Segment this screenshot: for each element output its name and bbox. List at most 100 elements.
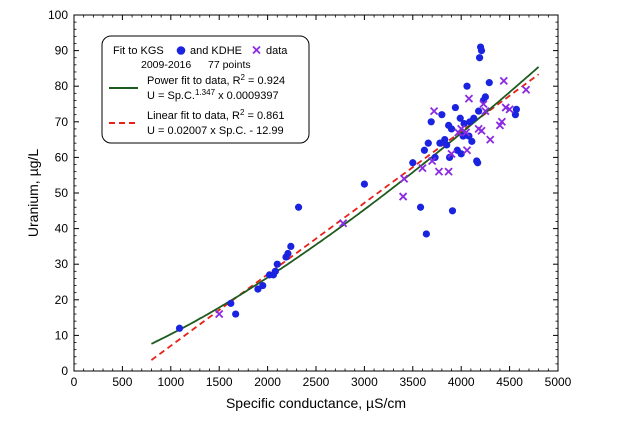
kgs-point — [427, 118, 435, 126]
legend-linear-title: Linear fit to data, R2 = 0.861 — [147, 108, 284, 122]
kgs-point — [271, 267, 279, 275]
legend-power-equation: U = Sp.C.1.347 x 0.0009397 — [147, 88, 279, 102]
legend: Fit to KGS and KDHE data 2009-2016 77 po… — [101, 35, 310, 144]
kgs-point — [420, 146, 429, 154]
x-tick-label: 500 — [112, 375, 132, 389]
y-tick-label: 90 — [55, 44, 69, 58]
kdhe-point — [399, 174, 409, 183]
power-fit-line — [151, 66, 540, 345]
kgs-point — [273, 260, 281, 268]
kgs-point — [443, 141, 451, 149]
kgs-point — [284, 249, 292, 258]
kgs-point — [294, 203, 303, 211]
legend-line1-c: data — [266, 45, 288, 57]
x-tick-label: 3000 — [351, 375, 378, 389]
kdhe-point — [434, 167, 444, 176]
kdhe-point — [428, 156, 437, 166]
kgs-point — [474, 159, 482, 167]
kdhe-point — [418, 163, 427, 173]
kdhe-point — [497, 117, 506, 126]
kgs-point — [485, 79, 493, 87]
y-tick-label: 40 — [55, 222, 69, 236]
y-tick-label: 70 — [55, 115, 69, 129]
kgs-point — [470, 114, 478, 122]
kgs-point — [232, 310, 240, 318]
y-tick-label: 60 — [55, 150, 69, 164]
kgs-point — [422, 230, 430, 238]
kdhe-point — [464, 94, 474, 103]
kgs-point — [259, 281, 267, 290]
axis-ticks: 0 500 1000 1500 2000 2500 3000 3500 4000 4500 5000… — [48, 8, 572, 389]
x-axis-title: Specific conductance, µS/cm — [226, 395, 406, 411]
y-tick-label: 50 — [55, 186, 69, 200]
kdhe-point — [444, 167, 453, 176]
x-tick-label: 0 — [71, 375, 78, 389]
kgs-point — [460, 119, 468, 128]
kdhe-point — [479, 99, 488, 109]
y-axis-title: Uranium, µg/L — [25, 149, 41, 237]
legend-line2-b: 77 points — [208, 59, 251, 71]
x-tick-label: 4500 — [496, 375, 523, 389]
kgs-point — [457, 150, 465, 158]
kgs-point — [175, 324, 184, 332]
x-tick-label: 1000 — [157, 375, 184, 389]
y-tick-label: 20 — [55, 293, 69, 307]
kgs-point — [416, 203, 425, 211]
kgs-point — [512, 105, 520, 113]
legend-line2-a: 2009-2016 — [141, 59, 191, 71]
x-tick-label: 5000 — [545, 375, 572, 389]
kdhe-point — [462, 146, 472, 155]
kgs-point — [409, 159, 417, 167]
x-tick-label: 3500 — [399, 375, 426, 389]
kgs-point — [511, 111, 520, 119]
legend-x-marker — [252, 45, 261, 55]
legend-linear-equation: U = 0.02007 x Sp.C. - 12.99 — [147, 125, 284, 137]
legend-box — [101, 35, 310, 144]
kdhe-point — [398, 192, 408, 201]
kdhe-point — [499, 76, 508, 85]
y-tick-label: 100 — [48, 8, 68, 22]
y-tick-label: 80 — [55, 79, 69, 93]
x-tick-label: 1500 — [206, 375, 233, 389]
kgs-point — [477, 47, 486, 55]
kdhe-point — [429, 106, 439, 116]
legend-power-title: Power fit to data, R2 = 0.924 — [147, 73, 285, 87]
y-tick-label: 0 — [61, 364, 68, 378]
kdhe-point — [215, 309, 224, 319]
kgs-point — [360, 180, 368, 188]
kgs-point — [424, 139, 432, 147]
kdhe-point — [457, 124, 466, 134]
data-points — [175, 43, 531, 332]
kdhe-point — [505, 105, 514, 114]
kgs-point — [451, 103, 459, 112]
kgs-point — [445, 153, 454, 161]
kgs-point — [227, 299, 235, 307]
y-tick-label: 30 — [55, 257, 69, 271]
kdhe-point — [521, 85, 531, 94]
fit-lines — [150, 66, 540, 361]
kgs-point — [448, 207, 457, 215]
x-tick-label: 2000 — [254, 375, 281, 389]
kgs-point — [456, 114, 464, 122]
kgs-point — [447, 125, 456, 133]
kgs-point — [468, 137, 476, 145]
y-tick-label: 10 — [55, 328, 69, 342]
kdhe-point — [338, 219, 348, 228]
legend-circle-marker — [176, 46, 186, 55]
kdhe-point — [481, 106, 490, 116]
kgs-point — [475, 107, 483, 115]
kdhe-point — [477, 126, 486, 135]
kdhe-point — [486, 135, 495, 144]
kdhe-point — [447, 149, 456, 158]
kgs-point — [463, 82, 471, 90]
x-tick-label: 4000 — [448, 375, 475, 389]
kdhe-point — [461, 128, 471, 137]
kgs-point — [475, 54, 484, 62]
kgs-point — [287, 242, 295, 250]
kgs-point — [481, 93, 489, 101]
x-tick-label: 2500 — [303, 375, 330, 389]
kgs-point — [438, 111, 446, 119]
legend-line1-b: and KDHE — [190, 45, 242, 57]
legend-line1-a: Fit to KGS — [113, 45, 164, 57]
